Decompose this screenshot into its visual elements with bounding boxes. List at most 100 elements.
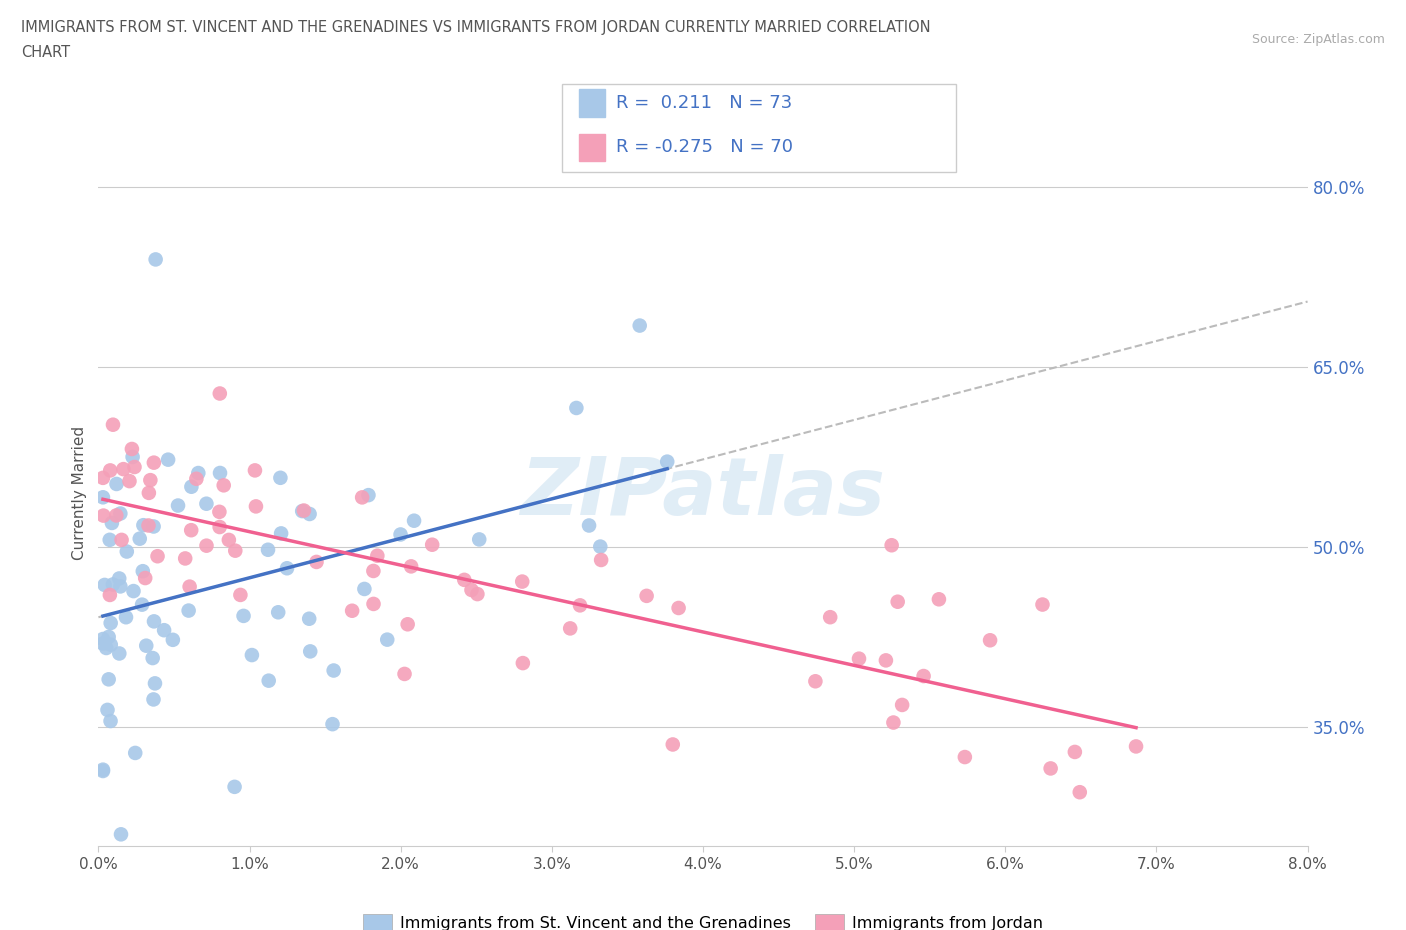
Point bbox=[589, 539, 612, 554]
Point bbox=[569, 598, 592, 613]
Point bbox=[187, 466, 209, 481]
Point bbox=[134, 571, 156, 586]
Point bbox=[880, 538, 903, 552]
Point bbox=[98, 588, 121, 603]
Point bbox=[174, 551, 197, 565]
Point bbox=[115, 610, 138, 625]
Point bbox=[143, 676, 166, 691]
Point bbox=[875, 653, 897, 668]
Point bbox=[363, 564, 385, 578]
Point bbox=[121, 442, 143, 457]
Point bbox=[224, 543, 246, 558]
Text: R =  0.211   N = 73: R = 0.211 N = 73 bbox=[616, 94, 792, 113]
Point bbox=[340, 604, 363, 618]
Point bbox=[135, 638, 157, 653]
Point bbox=[267, 604, 290, 619]
Point bbox=[560, 621, 582, 636]
Point bbox=[224, 779, 246, 794]
Point bbox=[243, 463, 266, 478]
Point bbox=[138, 485, 160, 500]
Point bbox=[97, 671, 120, 686]
Point bbox=[1069, 785, 1091, 800]
Point bbox=[512, 656, 534, 671]
Point bbox=[467, 587, 489, 602]
Point bbox=[195, 538, 218, 553]
Point bbox=[142, 455, 165, 470]
Point bbox=[848, 651, 870, 666]
Point bbox=[122, 584, 145, 599]
Point bbox=[399, 559, 422, 574]
Point bbox=[257, 673, 280, 688]
Point bbox=[291, 504, 314, 519]
Point bbox=[96, 641, 118, 656]
Legend: Immigrants from St. Vincent and the Grenadines, Immigrants from Jordan: Immigrants from St. Vincent and the Gren… bbox=[357, 908, 1049, 930]
Point bbox=[240, 647, 263, 662]
Point bbox=[162, 632, 184, 647]
Point bbox=[121, 449, 143, 464]
Point bbox=[93, 508, 115, 523]
Point bbox=[110, 533, 132, 548]
Point bbox=[110, 827, 132, 842]
Point bbox=[352, 490, 374, 505]
Point bbox=[420, 538, 443, 552]
Point bbox=[668, 601, 690, 616]
Point bbox=[212, 478, 235, 493]
Point bbox=[100, 616, 122, 631]
Point bbox=[299, 644, 322, 658]
Text: CHART: CHART bbox=[21, 45, 70, 60]
Point bbox=[91, 471, 114, 485]
Point bbox=[91, 636, 114, 651]
Point bbox=[93, 578, 115, 592]
Point bbox=[153, 623, 176, 638]
Point bbox=[662, 737, 685, 752]
Point bbox=[142, 519, 165, 534]
Point bbox=[804, 674, 827, 689]
Point bbox=[105, 508, 128, 523]
Point bbox=[186, 472, 208, 486]
Text: Source: ZipAtlas.com: Source: ZipAtlas.com bbox=[1251, 33, 1385, 46]
Point bbox=[305, 554, 328, 569]
Point bbox=[131, 597, 153, 612]
Point bbox=[132, 564, 155, 578]
Point bbox=[882, 715, 904, 730]
Point bbox=[115, 544, 138, 559]
Point bbox=[357, 487, 380, 502]
Point bbox=[394, 667, 416, 682]
Point bbox=[138, 518, 160, 533]
Point bbox=[363, 596, 385, 611]
Point bbox=[108, 571, 131, 586]
Point bbox=[453, 573, 475, 588]
Point bbox=[591, 552, 613, 567]
Point bbox=[565, 401, 588, 416]
Point bbox=[912, 669, 935, 684]
Point bbox=[177, 604, 200, 618]
Point bbox=[928, 591, 950, 606]
Point bbox=[132, 518, 155, 533]
Point bbox=[98, 463, 121, 478]
Point bbox=[298, 507, 321, 522]
Point bbox=[269, 471, 291, 485]
Point bbox=[818, 610, 841, 625]
Point bbox=[208, 386, 231, 401]
Point bbox=[118, 473, 141, 488]
Point bbox=[578, 518, 600, 533]
Point bbox=[510, 574, 533, 589]
Point bbox=[110, 506, 132, 521]
Point bbox=[245, 499, 267, 514]
Point bbox=[142, 692, 165, 707]
Point bbox=[97, 630, 120, 644]
Point bbox=[100, 713, 122, 728]
Point bbox=[105, 476, 128, 491]
Point bbox=[886, 594, 908, 609]
Point bbox=[292, 503, 315, 518]
Point bbox=[91, 490, 114, 505]
Point bbox=[167, 498, 190, 513]
Point bbox=[112, 461, 135, 476]
Point bbox=[101, 418, 124, 432]
Point bbox=[101, 515, 124, 530]
Point bbox=[257, 542, 280, 557]
Point bbox=[389, 527, 412, 542]
Point bbox=[628, 318, 651, 333]
Point bbox=[146, 549, 169, 564]
Point bbox=[124, 459, 146, 474]
